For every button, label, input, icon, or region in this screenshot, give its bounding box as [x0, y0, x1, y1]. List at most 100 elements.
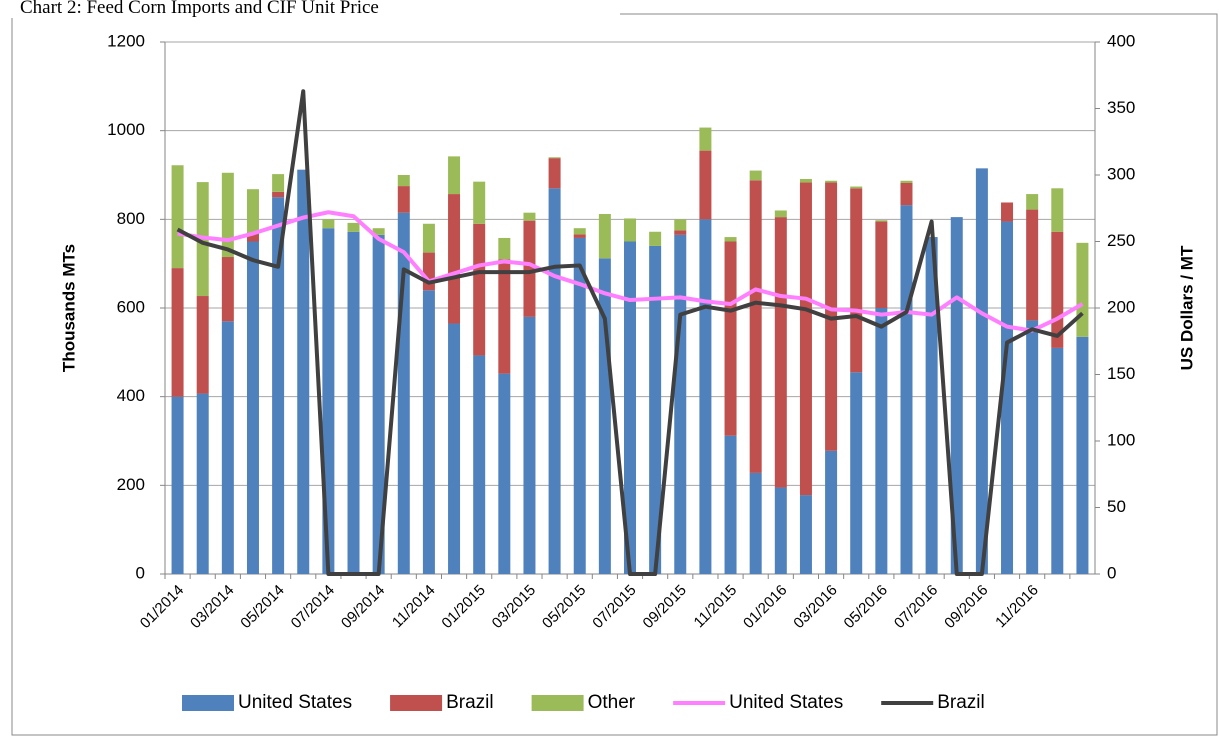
bar [171, 396, 184, 574]
bar [473, 181, 486, 224]
bar [699, 127, 712, 151]
bar [749, 180, 762, 473]
bar [422, 290, 435, 574]
bar [875, 221, 888, 308]
line [176, 89, 1084, 576]
bar [171, 268, 184, 397]
bar [674, 230, 687, 235]
bar [246, 232, 259, 242]
bar [875, 308, 888, 574]
y2-tick-label: 50 [1107, 497, 1126, 516]
bar [598, 214, 611, 259]
y-tick-label: 1200 [107, 31, 145, 50]
bar [171, 165, 184, 269]
bar [649, 245, 662, 574]
title-bg [0, 0, 620, 18]
y2-tick-label: 150 [1107, 364, 1135, 383]
bar [221, 172, 234, 258]
bar [272, 197, 285, 574]
bar [624, 218, 636, 242]
bar [724, 241, 737, 436]
bar [548, 157, 561, 159]
bar [523, 220, 536, 317]
legend-label: United States [729, 692, 843, 713]
legend-swatch [531, 695, 584, 711]
bar [749, 170, 762, 181]
legend-label: Other [588, 692, 636, 713]
bar [825, 180, 838, 183]
bar [774, 210, 787, 218]
bar [1026, 320, 1039, 574]
legend-swatch [390, 695, 443, 711]
bar [548, 188, 561, 575]
y2-tick-label: 250 [1107, 231, 1135, 250]
bar [347, 222, 360, 232]
chart-title: Chart 2: Feed Corn Imports and CIF Unit … [20, 0, 379, 18]
bar [699, 150, 712, 220]
bar [799, 182, 812, 496]
bar [649, 231, 662, 246]
bar [246, 189, 259, 233]
bar [624, 241, 636, 574]
bar [523, 316, 536, 574]
bar [1051, 347, 1064, 574]
bar [900, 180, 913, 183]
bar [774, 487, 787, 574]
bar [774, 217, 787, 488]
bar [724, 237, 737, 242]
bar [1076, 242, 1089, 337]
y2-axis-label: US Dollars / MT [1177, 245, 1196, 370]
bar [850, 188, 863, 373]
legend-label: Brazil [937, 692, 985, 713]
bar [850, 186, 863, 189]
bar [372, 228, 385, 235]
legend-label: Brazil [446, 692, 494, 713]
bar [1026, 209, 1039, 321]
bar [724, 435, 737, 574]
bar [448, 194, 461, 324]
bar [498, 259, 511, 374]
y-tick-label: 200 [117, 475, 145, 494]
bar [925, 237, 938, 575]
bar [397, 175, 410, 187]
bar [523, 212, 536, 221]
bar [498, 237, 511, 260]
bar [498, 373, 511, 574]
bar [573, 228, 586, 235]
bar [674, 219, 687, 231]
bar [573, 234, 586, 238]
bar [272, 174, 285, 192]
bar [347, 231, 360, 574]
bar [950, 217, 963, 574]
bar [1076, 336, 1089, 574]
y-tick-label: 400 [117, 386, 145, 405]
bar [799, 178, 812, 183]
legend-label: United States [238, 692, 352, 713]
y2-tick-label: 300 [1107, 164, 1135, 183]
bar [1001, 221, 1014, 575]
legend-swatch [182, 695, 234, 711]
bar [850, 372, 863, 574]
bar [322, 219, 335, 229]
y2-tick-label: 0 [1107, 563, 1116, 582]
bar [825, 450, 838, 574]
bar [1051, 188, 1064, 232]
chart-frame [11, 13, 1218, 736]
y-tick-label: 800 [117, 209, 145, 228]
y-tick-label: 600 [117, 297, 145, 316]
line [177, 210, 1084, 333]
bar [699, 219, 712, 575]
bar [749, 472, 762, 574]
bar [799, 495, 812, 574]
bar [221, 257, 234, 322]
bar [297, 169, 310, 574]
bar [196, 296, 209, 394]
bar [900, 205, 913, 574]
y-tick-label: 0 [136, 563, 145, 582]
bar [1001, 202, 1014, 222]
bar [246, 241, 259, 574]
bar [674, 234, 687, 574]
y-tick-label: 1000 [107, 120, 145, 139]
bar [473, 223, 486, 356]
